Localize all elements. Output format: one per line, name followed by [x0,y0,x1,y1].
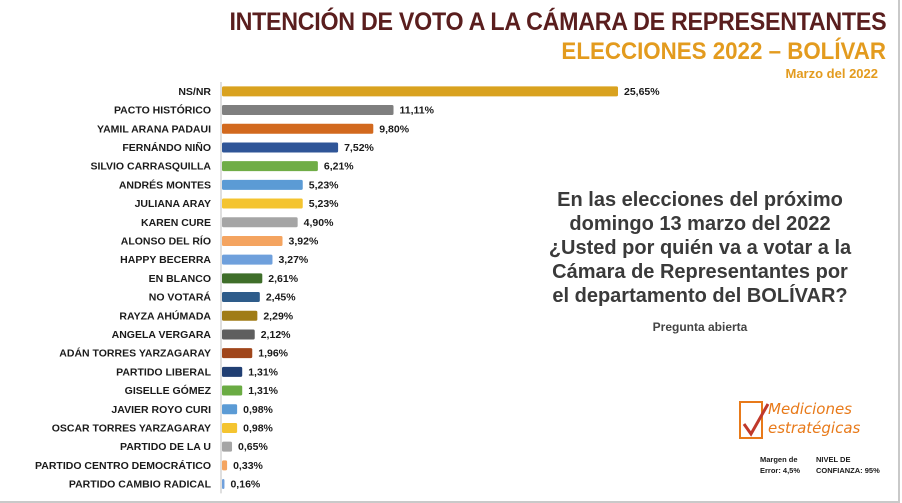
value-label: 3,27% [278,254,308,266]
category-label: EN BLANCO [149,273,211,285]
category-label: YAMIL ARANA PADAUI [97,123,211,135]
bar-chart: NS/NR 25,65% PACTO HISTÓRICO 11,11% YAMIL AR… [35,82,660,494]
bar [222,385,243,396]
bar [222,273,263,284]
confidence-line: CONFIANZA: 95% [816,466,880,475]
category-label: PARTIDO LIBERAL [116,366,211,378]
category-label: PARTIDO CAMBIO RADICAL [69,479,212,491]
checkmark-icon [739,401,770,439]
value-label: 1,31% [248,385,278,397]
category-label: PARTIDO CENTRO DEMOCRÁTICO [35,459,211,472]
value-label: 0,98% [243,422,273,434]
bar [222,422,238,433]
question-line: domingo 13 marzo del 2022 [569,213,831,235]
category-label: JULIANA ARAY [135,198,211,210]
value-label: 2,45% [266,292,296,304]
value-label: 25,65% [624,86,660,98]
bar [222,105,394,116]
logo-line: estratégicas [768,419,861,437]
bar [222,441,233,452]
bar [222,329,255,340]
bar [222,254,273,265]
bar [222,235,283,246]
category-label: HAPPY BECERRA [120,254,211,266]
bar [222,217,298,228]
value-label: 6,21% [324,161,354,173]
value-label: 0,65% [238,441,268,453]
bar [222,348,253,359]
question-line: el departamento del BOLÍVAR? [552,285,848,307]
value-label: 3,92% [289,235,319,247]
category-label: JAVIER ROYO CURI [111,404,211,416]
category-label: SILVIO CARRASQUILLA [90,161,211,173]
value-label: 9,80% [379,123,409,135]
question-note: Pregunta abierta [652,320,748,334]
value-label: 2,61% [268,273,298,285]
category-label: NO VOTARÁ [149,291,212,304]
bar [222,310,258,321]
value-label: 0,16% [230,479,260,491]
category-label: ANDRÉS MONTES [119,178,211,191]
value-label: 5,23% [309,198,339,210]
chart-subtitle: ELECCIONES 2022 – BOLÍVAR [561,38,886,65]
bar [222,198,303,209]
category-label: KAREN CURE [141,217,211,229]
value-label: 1,96% [258,348,288,360]
bar [222,86,618,97]
category-label: ANGELA VERGARA [112,329,212,341]
value-label: 0,98% [243,404,273,416]
value-label: 4,90% [304,217,334,229]
mediciones-estrategicas-logo: Mediciones estratégicas [738,398,888,446]
value-label: 2,12% [261,329,291,341]
category-label: OSCAR TORRES YARZAGARAY [52,422,211,434]
margin-line: Error: 4,5% [760,466,801,475]
bar [222,123,374,134]
category-label: ALONSO DEL RÍO [121,234,211,247]
value-label: 0,33% [233,460,263,472]
margin-of-error: Margen de Error: 4,5% [760,454,800,476]
bar [222,460,228,471]
value-label: 2,29% [263,310,293,322]
category-label: GISELLE GÓMEZ [125,384,212,397]
margin-line: Margen de [760,455,798,464]
category-label: FERNÁNDO NIÑO [122,141,211,154]
bar [222,142,339,153]
bar [222,161,318,172]
category-label: ADÁN TORRES YARZAGARAY [59,347,211,360]
question-line: Cámara de Representantes por [552,261,848,283]
category-label: NS/NR [178,86,211,98]
value-label: 1,31% [248,366,278,378]
bar [222,292,260,303]
bar [222,179,303,190]
category-label: RAYZA AHÚMADA [119,309,211,322]
bar [222,366,243,377]
logo-line: Mediciones [768,400,853,418]
chart-date: Marzo del 2022 [785,66,879,81]
bar [222,404,238,415]
category-label: PARTIDO DE LA U [120,441,211,453]
question-line: ¿Usted por quién va a votar a la [548,237,852,259]
bar [222,479,225,490]
chart-title: INTENCIÓN DE VOTO A LA CÁMARA DE REPRESE… [229,8,886,36]
question-line: En las elecciones del próximo [557,189,843,211]
confidence-level: NIVEL DE CONFIANZA: 95% [816,454,880,476]
survey-question: En las elecciones del próximo domingo 13… [528,188,872,308]
category-label: PACTO HISTÓRICO [114,104,211,117]
value-label: 7,52% [344,142,374,154]
value-label: 5,23% [309,179,339,191]
logo-text: Mediciones estratégicas [768,400,860,438]
value-label: 11,11% [400,105,435,117]
confidence-line: NIVEL DE [816,455,851,464]
